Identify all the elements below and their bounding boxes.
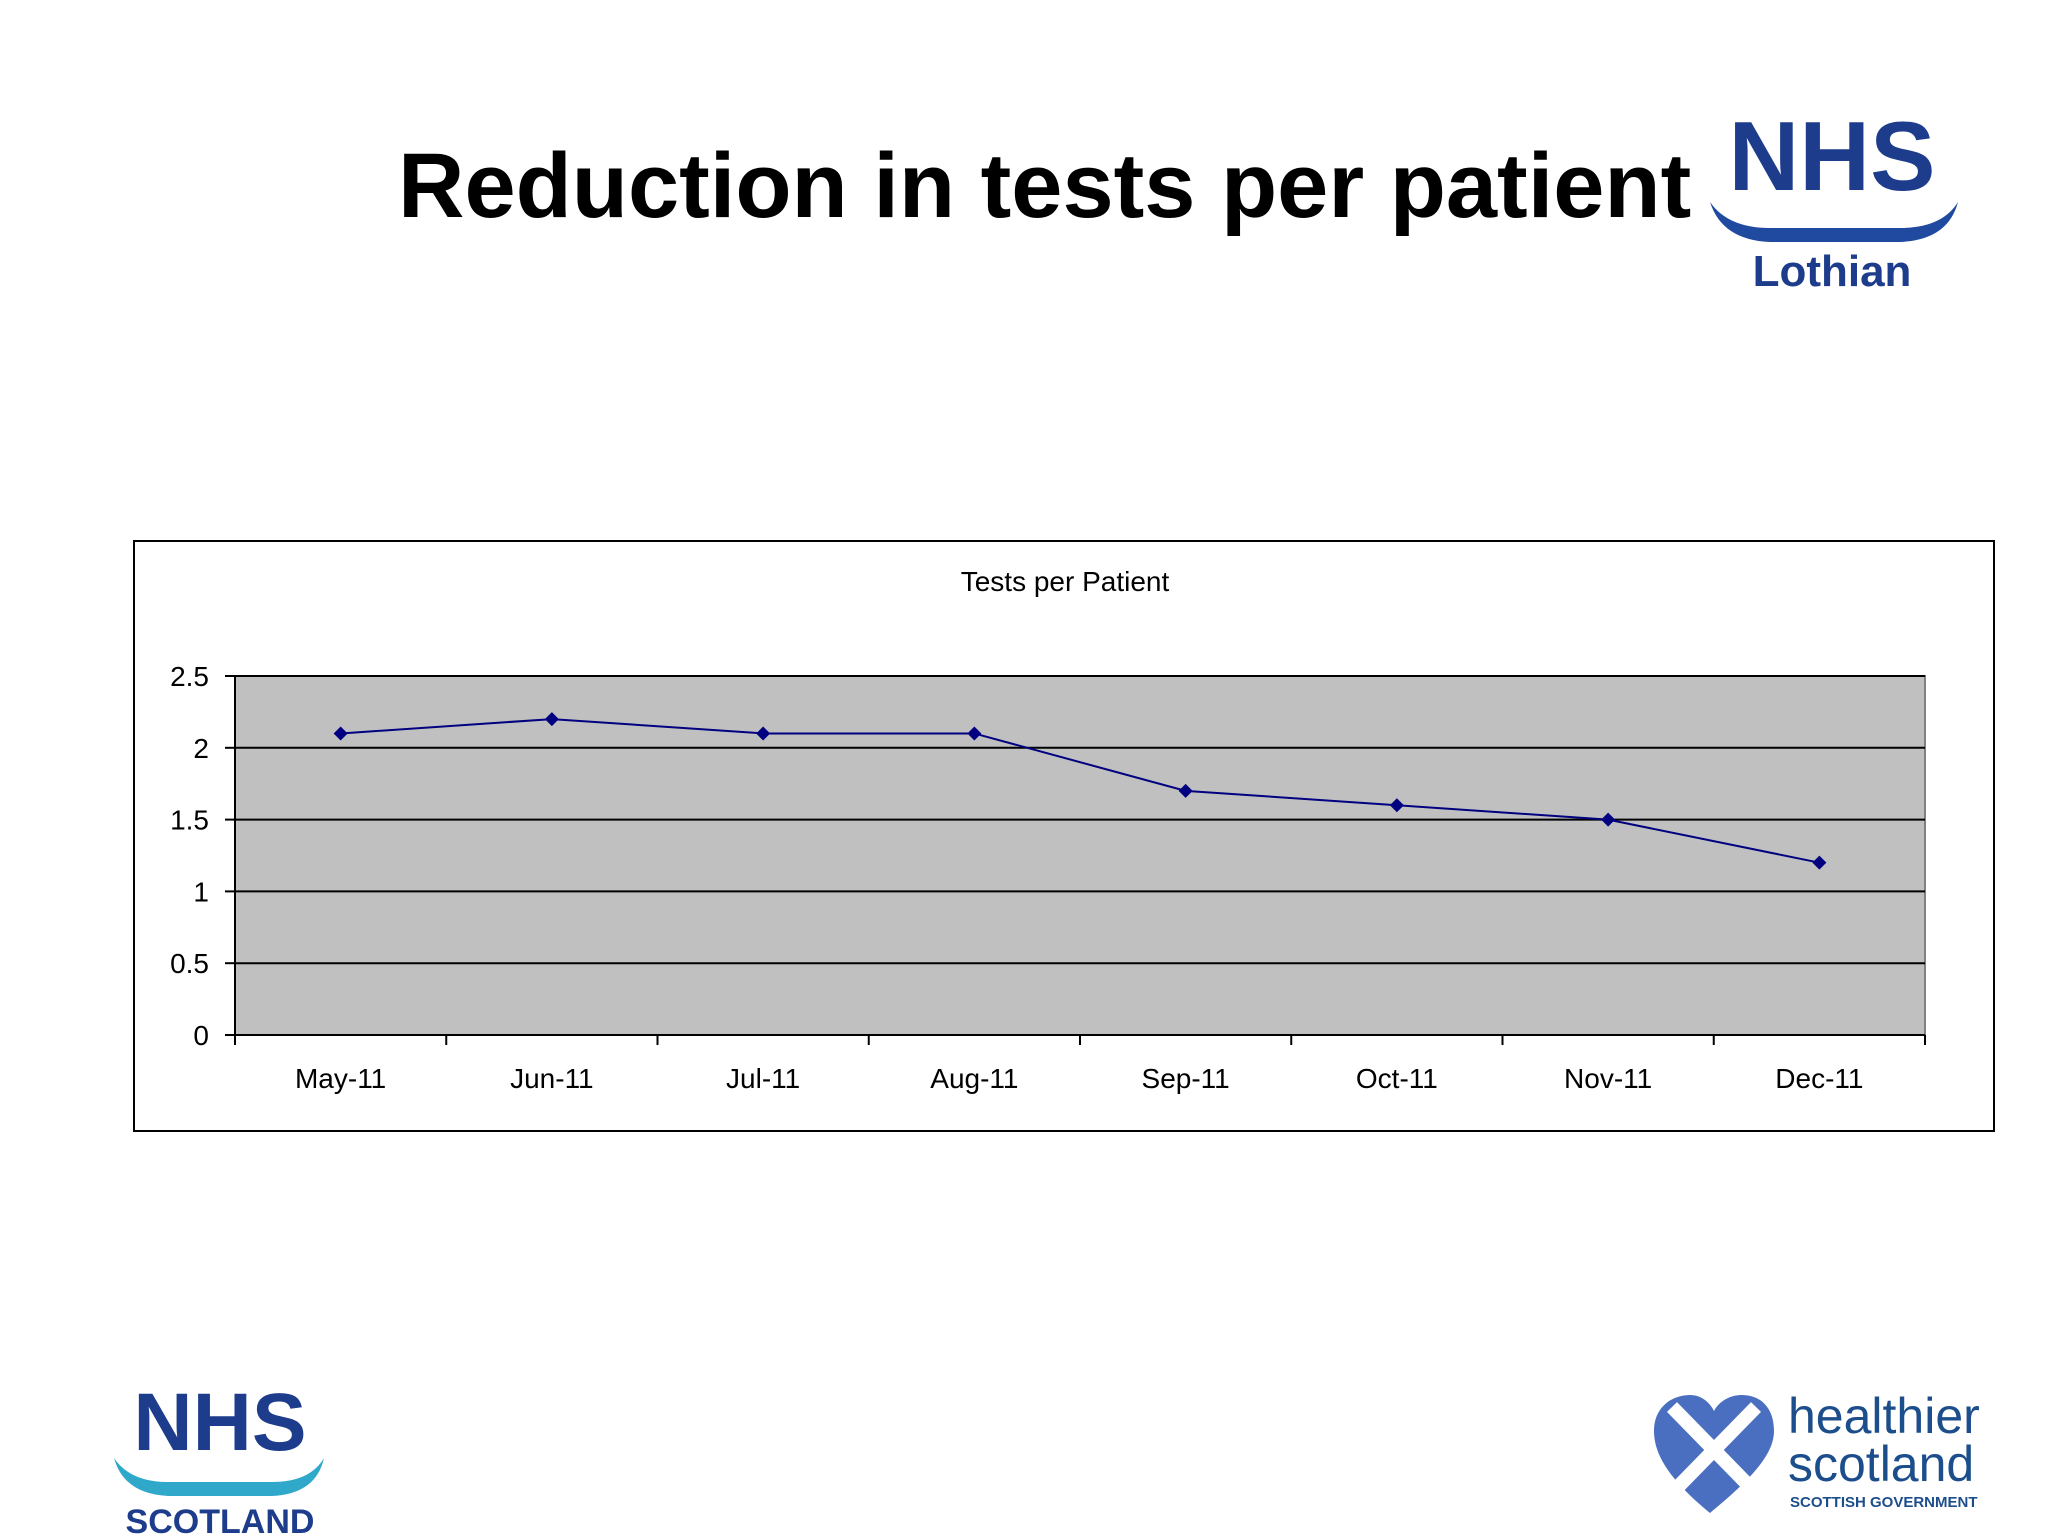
data-point-marker: [967, 726, 982, 741]
y-tick-label: 1: [193, 876, 209, 907]
nhs-wave-icon: [1710, 202, 1958, 242]
chart-frame: Tests per Patient 0 0.5 1 1.5 2 2.5 May-11 Jun…: [133, 540, 1995, 1132]
x-tick-label: Oct-11: [1356, 1063, 1438, 1094]
healthier-scotland-logo-scotland: scotland: [1788, 1436, 1974, 1492]
nhs-scotland-logo-scotland: SCOTLAND: [126, 1503, 315, 1538]
nhs-scotland-wave-icon: [114, 1458, 324, 1496]
line-chart: Tests per Patient 0 0.5 1 1.5 2 2.5 May-11 Jun…: [170, 566, 1926, 1094]
x-tick-label: Sep-11: [1142, 1063, 1230, 1094]
x-tick-label: May-11: [295, 1063, 386, 1094]
y-tick-label: 0.5: [170, 948, 209, 979]
plot-area: [234, 675, 1926, 1036]
data-point-marker: [1178, 783, 1193, 798]
healthier-scotland-logo-healthier: healthier: [1788, 1388, 1980, 1444]
slide-title: Reduction in tests per patient: [398, 135, 1692, 237]
y-tick-label: 1.5: [170, 805, 209, 836]
data-point-marker: [1601, 812, 1616, 827]
nhs-lothian-logo-lothian: Lothian: [1753, 247, 1912, 296]
data-point-marker: [333, 726, 348, 741]
x-tick-label: Jun-11: [510, 1063, 594, 1094]
x-tick-label: Dec-11: [1775, 1063, 1863, 1094]
healthier-scotland-logo-govt: SCOTTISH GOVERNMENT: [1790, 1494, 1978, 1511]
nhs-scotland-logo-nhs: NHS: [133, 1378, 306, 1468]
saltire-heart-icon: [1654, 1395, 1774, 1513]
nhs-lothian-logo-nhs: NHS: [1729, 110, 1936, 211]
data-point-marker: [1812, 855, 1827, 870]
nhs-scotland-logo: NHS SCOTLAND: [112, 1378, 332, 1538]
healthier-scotland-logo: healthier scotland SCOTTISH GOVERNMENT: [1650, 1385, 2020, 1525]
y-tick-label: 2.5: [170, 661, 209, 692]
x-tick-label: Aug-11: [930, 1063, 1018, 1094]
x-tick-label: Jul-11: [726, 1063, 800, 1094]
series-line: [340, 718, 1820, 864]
chart-title: Tests per Patient: [961, 566, 1170, 597]
nhs-lothian-logo: NHS Lothian: [1700, 110, 1970, 300]
y-tick-label: 2: [193, 733, 209, 764]
data-point-marker: [756, 726, 771, 741]
data-point-marker: [1389, 798, 1404, 813]
y-tick-label: 0: [193, 1020, 209, 1051]
data-point-marker: [544, 712, 559, 727]
x-tick-label: Nov-11: [1564, 1063, 1652, 1094]
